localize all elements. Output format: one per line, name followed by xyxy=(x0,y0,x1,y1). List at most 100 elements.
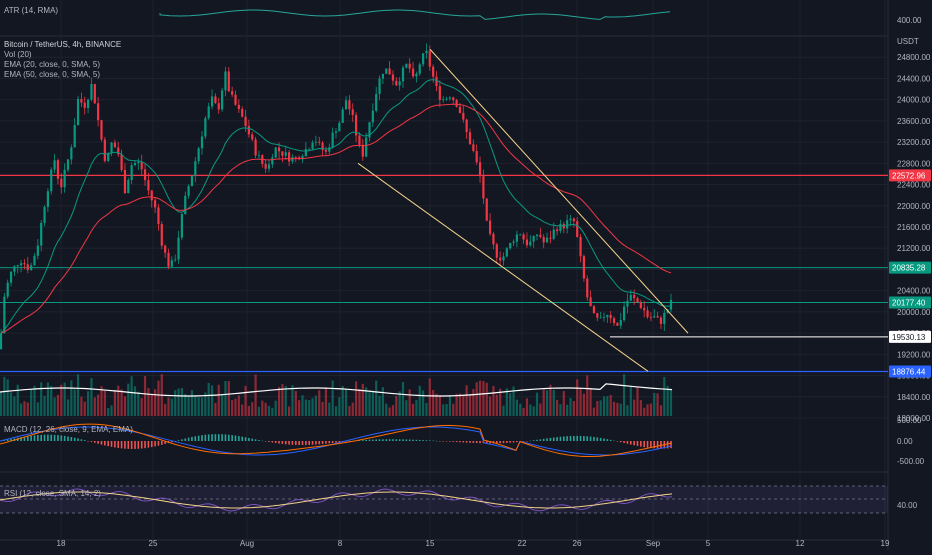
y-tick-label: 21200.00 xyxy=(897,244,931,253)
volume-bar xyxy=(361,383,364,416)
x-tick-label: 26 xyxy=(573,539,582,548)
candle xyxy=(247,126,250,135)
macd-histogram-bar xyxy=(114,441,116,448)
candle xyxy=(468,132,472,145)
candle xyxy=(512,241,515,243)
price-badge xyxy=(889,296,931,309)
macd-histogram-bar xyxy=(502,441,505,444)
candle xyxy=(271,157,274,165)
macd-histogram-bar xyxy=(619,441,622,443)
price-badge-label: 22572.96 xyxy=(892,171,926,180)
candle xyxy=(381,73,384,79)
macd-histogram-bar xyxy=(449,441,451,442)
candle xyxy=(368,122,371,138)
volume-bar xyxy=(418,385,421,416)
macd-histogram-bar xyxy=(201,435,203,441)
y-tick-label: 21600.00 xyxy=(897,223,931,232)
volume-bar xyxy=(83,401,86,416)
macd-histogram-bar xyxy=(197,435,200,441)
candle xyxy=(442,99,445,101)
volume-bar xyxy=(271,407,274,416)
macd-histogram-bar xyxy=(439,441,441,442)
macd-histogram-bar xyxy=(640,441,642,447)
candle xyxy=(16,265,19,267)
volume-bar xyxy=(150,394,153,416)
candle xyxy=(606,314,609,318)
candle xyxy=(465,119,468,133)
volume-bar xyxy=(545,390,549,416)
candle xyxy=(328,147,331,152)
macd-histogram-bar xyxy=(120,441,123,449)
macd-legend[interactable]: MACD (12, 26, close, 9, EMA, EMA) xyxy=(4,425,133,435)
candle xyxy=(107,153,110,161)
candle xyxy=(6,282,9,297)
candle xyxy=(177,237,180,260)
volume-bar xyxy=(140,398,143,416)
volume-bar xyxy=(147,388,150,416)
candle xyxy=(401,67,405,82)
volume-bar xyxy=(261,400,264,416)
volume-bar xyxy=(375,380,378,416)
macd-histogram-bar xyxy=(318,441,321,445)
macd-histogram-bar xyxy=(563,436,565,441)
macd-histogram-bar xyxy=(653,441,656,449)
candle xyxy=(348,100,351,110)
candle xyxy=(448,97,451,99)
volume-bar xyxy=(415,399,418,416)
main-legend[interactable]: Bitcoin / TetherUS, 4h, BINANCE Vol (20)… xyxy=(4,40,121,80)
volume-bar xyxy=(254,374,257,416)
indicator-ema20: EMA (20, close, 0, SMA, 5) xyxy=(4,60,101,69)
macd-histogram-bar xyxy=(298,441,300,446)
volume-bar xyxy=(649,403,652,416)
candle xyxy=(569,218,572,221)
macd-histogram-bar xyxy=(603,438,605,441)
candle xyxy=(36,245,39,256)
macd-histogram-bar xyxy=(164,441,166,444)
volume-bar xyxy=(224,381,227,416)
candle xyxy=(515,234,518,242)
candle xyxy=(663,312,666,324)
macd-histogram-bar xyxy=(546,438,548,441)
trendline xyxy=(357,162,649,372)
volume-bar xyxy=(288,406,291,416)
macd-histogram-bar xyxy=(475,441,478,444)
volume-bar xyxy=(40,382,43,416)
candle xyxy=(73,124,76,148)
candle xyxy=(609,314,612,319)
volume-bar xyxy=(428,378,431,416)
macd-histogram-bar xyxy=(469,441,471,443)
volume-bar xyxy=(529,404,532,416)
candle xyxy=(40,222,43,246)
macd-histogram-bar xyxy=(281,441,284,444)
candle xyxy=(140,161,143,170)
macd-histogram-bar xyxy=(264,441,267,442)
volume-bar xyxy=(355,381,358,416)
atr-legend[interactable]: ATR (14, RMA) xyxy=(4,6,58,16)
candle xyxy=(365,137,368,157)
candle xyxy=(30,265,33,270)
candle xyxy=(405,63,408,68)
candle xyxy=(123,169,127,194)
volume-bar xyxy=(425,402,428,416)
candle xyxy=(653,316,656,318)
volume-bar xyxy=(475,382,478,416)
volume-bar xyxy=(626,405,629,416)
macd-histogram-bar xyxy=(305,441,307,445)
candle xyxy=(539,234,542,238)
volume-bar xyxy=(656,393,659,416)
rsi-legend[interactable]: RSI (12, close, SMA, 14, 2) xyxy=(4,489,101,499)
candle xyxy=(351,109,354,115)
candle xyxy=(318,141,321,143)
volume-bar xyxy=(97,394,100,416)
volume-bar xyxy=(639,400,642,416)
macd-histogram-bar xyxy=(529,440,532,442)
candle xyxy=(294,156,297,158)
macd-histogram-bar xyxy=(579,435,582,441)
candle xyxy=(83,102,86,108)
indicator-ema50: EMA (50, close, 0, SMA, 5) xyxy=(4,70,101,79)
atr-tick-label: 400.00 xyxy=(897,16,922,25)
macd-histogram-bar xyxy=(248,437,250,441)
candle xyxy=(127,180,130,194)
